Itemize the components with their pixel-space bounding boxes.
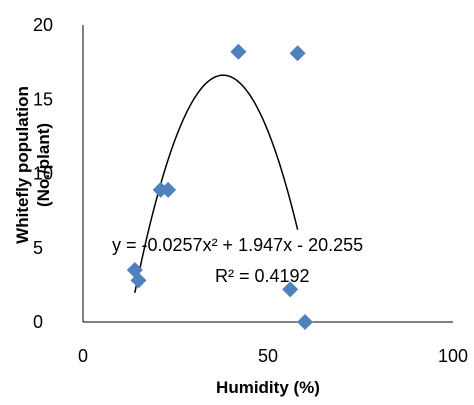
x-tick-labels: 0 50 100 xyxy=(78,346,468,366)
y-tick-label: 20 xyxy=(33,15,53,35)
y-axis-title-line-1: Whitefly population xyxy=(13,86,32,244)
y-tick-label: 10 xyxy=(33,164,53,184)
y-axis-title-line-2: (No./plant) xyxy=(34,123,53,207)
y-tick-label: 0 xyxy=(33,312,43,332)
y-tick-labels: 0 5 10 15 20 xyxy=(33,15,53,332)
y-tick-label: 15 xyxy=(33,89,53,109)
data-point xyxy=(230,43,247,60)
data-points xyxy=(126,43,313,330)
data-point xyxy=(297,314,313,330)
data-point xyxy=(130,272,147,289)
y-tick-label: 5 xyxy=(33,238,43,258)
x-axis-title: Humidity (%) xyxy=(216,378,320,397)
trendline-equation: y = -0.0257x² + 1.947x - 20.255 xyxy=(112,235,363,255)
data-point xyxy=(282,281,299,298)
x-tick-label: 50 xyxy=(258,346,278,366)
data-point xyxy=(289,45,306,62)
x-tick-label: 0 xyxy=(78,346,88,366)
trendline-r2: R² = 0.4192 xyxy=(215,266,310,286)
data-point xyxy=(160,181,177,198)
trendline-curve xyxy=(134,74,299,293)
axes xyxy=(82,25,453,323)
x-tick-label: 100 xyxy=(438,346,468,366)
